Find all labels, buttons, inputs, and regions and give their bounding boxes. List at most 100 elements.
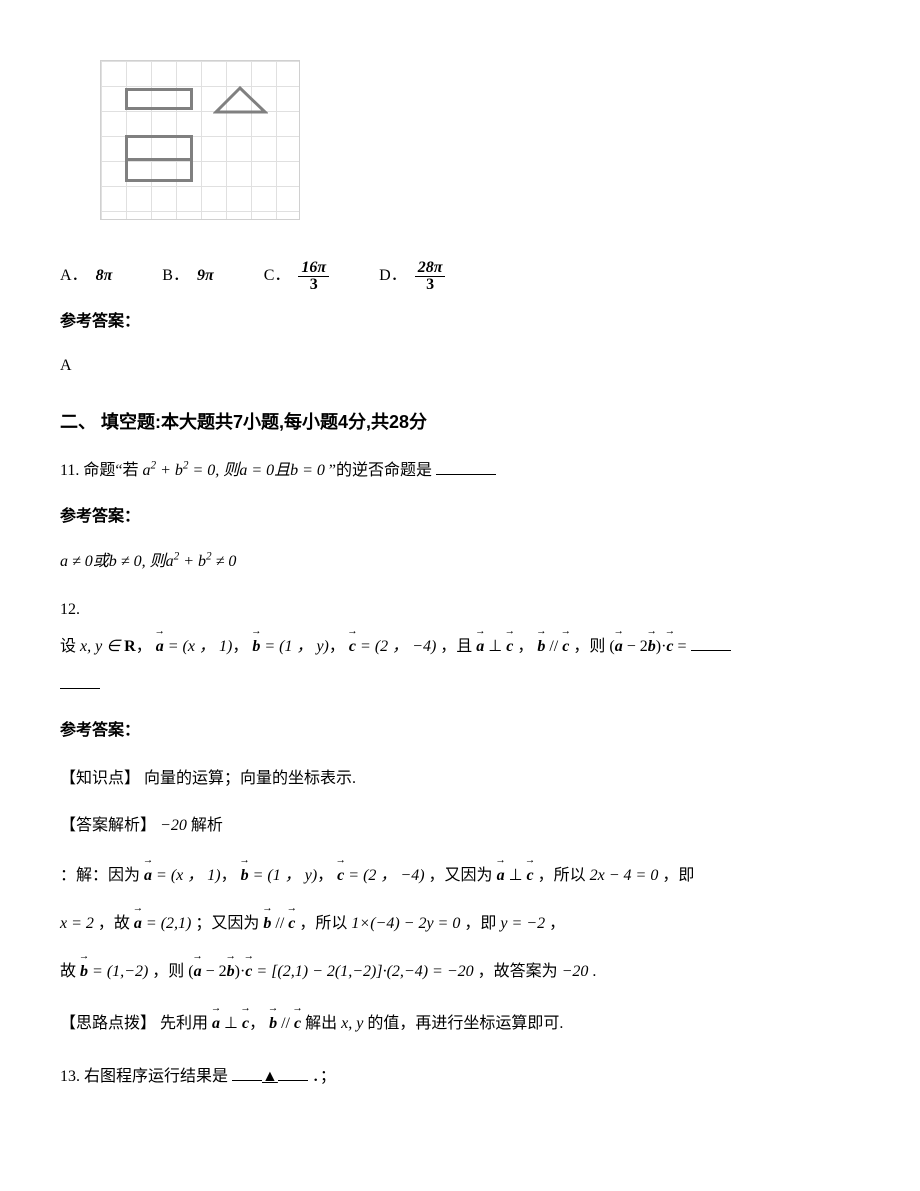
e3-ans-pre: ，故答案为 bbox=[478, 963, 558, 980]
question-13: 13. 右图程序运行结果是 ▲ ．； bbox=[60, 1059, 860, 1094]
q12-answer-analysis: 【答案解析】 −20 解析 bbox=[60, 808, 860, 843]
e3-ze: ，则 bbox=[152, 963, 184, 980]
question-11: 11. 命题“若 a2 + b2 = 0, 则a = 0且b = 0 ”的逆否命… bbox=[60, 453, 860, 488]
explain-line-2: x = 2 ，故 a = (2,1) ；又因为 b // c ，所以 1×(−4… bbox=[60, 904, 860, 944]
q13-num: 13. bbox=[60, 1068, 80, 1085]
hint-end: 的值，再进行坐标运算即可. bbox=[367, 1015, 563, 1032]
q12-explanation: ：解：因为 a = (x ， 1)， b = (1 ， y)， c = (2 ，… bbox=[60, 856, 860, 992]
e2-y: y = −2 bbox=[500, 915, 545, 932]
q12-prefix: 设 bbox=[60, 638, 76, 655]
h-vec-b: b bbox=[269, 1004, 277, 1044]
option-c: C． 16π 3 bbox=[264, 260, 329, 293]
q12-para-suffix: ，则 bbox=[573, 638, 605, 655]
option-c-fraction: 16π 3 bbox=[298, 260, 329, 293]
knowledge-label: 【知识点】 bbox=[60, 770, 140, 787]
e3-final: = [(2,1) − 2(1,−2)]·(2,−4) = −20 bbox=[256, 963, 473, 980]
e3-period: . bbox=[592, 963, 596, 980]
option-c-label: C． bbox=[264, 262, 291, 291]
q12-xy: x, y ∈ R bbox=[80, 638, 136, 655]
answer-value: −20 bbox=[160, 817, 187, 834]
option-b: B． 9π bbox=[162, 262, 213, 291]
e-vec-c: c bbox=[337, 856, 344, 896]
q13-blank-right bbox=[278, 1080, 308, 1081]
e2-vec-c: c bbox=[288, 904, 295, 944]
q13-mark: ▲ bbox=[262, 1059, 278, 1094]
analysis-label: 解析 bbox=[191, 817, 223, 834]
e3-gu: 故 bbox=[60, 963, 76, 980]
question-12: 12. 设 x, y ∈ R， a = (x ， 1)， b = (1 ， y)… bbox=[60, 592, 860, 702]
e2-x: x = 2 bbox=[60, 915, 94, 932]
option-d: D． 28π 3 bbox=[379, 260, 445, 293]
q12-expr-suffix: = bbox=[678, 638, 687, 655]
vec-a3: a bbox=[615, 627, 623, 667]
e-b-eq: = (1 ， y) bbox=[249, 867, 318, 884]
shape-rect-divider bbox=[125, 158, 193, 161]
h-vec-a: a bbox=[212, 1004, 220, 1044]
answer-analysis-label: 【答案解析】 bbox=[60, 817, 156, 834]
q12-blank bbox=[691, 635, 731, 651]
q12-and: ，且 bbox=[440, 638, 472, 655]
e-vec-a2: a bbox=[497, 856, 505, 896]
vec-c3: c bbox=[562, 627, 569, 667]
e3-ans-val: −20 bbox=[562, 963, 589, 980]
e2-gu: ，故 bbox=[98, 915, 130, 932]
option-c-den: 3 bbox=[307, 277, 321, 293]
e-eq2: 1×(−4) − 2y = 0 bbox=[351, 915, 460, 932]
hint-xy: x, y bbox=[341, 1015, 363, 1032]
q13-blank-left bbox=[232, 1080, 262, 1081]
shape-rect-top bbox=[125, 88, 193, 110]
e2-mid: ；又因为 bbox=[195, 915, 259, 932]
option-a: A． 8π bbox=[60, 262, 112, 291]
vec-b: b bbox=[252, 627, 260, 667]
vec-b2: b bbox=[537, 627, 545, 667]
h-vec-c2: c bbox=[294, 1004, 301, 1044]
option-d-label: D． bbox=[379, 262, 407, 291]
q12-c-eq: = (2 ， −4) bbox=[356, 638, 436, 655]
e2-vec-a: a bbox=[134, 904, 142, 944]
e3-vec-c: c bbox=[245, 952, 252, 992]
explain-line-1: ：解：因为 a = (x ， 1)， b = (1 ， y)， c = (2 ，… bbox=[60, 856, 860, 896]
option-d-fraction: 28π 3 bbox=[415, 260, 446, 293]
option-a-value: 8π bbox=[96, 262, 113, 291]
vec-b3: b bbox=[648, 627, 656, 667]
ref-answer-10: A bbox=[60, 352, 860, 381]
ref-answer-label-11: 参考答案： bbox=[60, 503, 860, 532]
e2-vec-b: b bbox=[263, 904, 271, 944]
vec-a: a bbox=[156, 627, 164, 667]
e-c-eq: = (2 ， −4) bbox=[344, 867, 424, 884]
q12-perp-suffix: ， bbox=[517, 638, 533, 655]
q11-formula: a2 + b2 = 0, 则a = 0且b = 0 bbox=[143, 462, 325, 479]
e1-mid: ，又因为 bbox=[429, 867, 493, 884]
ref-answer-11: a ≠ 0或b ≠ 0, 则a2 + b2 ≠ 0 bbox=[60, 547, 860, 577]
q11-suffix: ”的逆否命题是 bbox=[329, 462, 432, 479]
knowledge-text: 向量的运算；向量的坐标表示. bbox=[144, 770, 356, 787]
q12-hint: 【思路点拨】 先利用 a ⊥ c， b // c 解出 x, y 的值，再进行坐… bbox=[60, 1004, 860, 1044]
q12-knowledge: 【知识点】 向量的运算；向量的坐标表示. bbox=[60, 761, 860, 796]
e3-vec-b: b bbox=[80, 952, 88, 992]
q13-text: 右图程序运行结果是 bbox=[84, 1068, 228, 1085]
q11-prefix: 命题“若 bbox=[83, 462, 138, 479]
answer-options: A． 8π B． 9π C． 16π 3 D． 28π 3 bbox=[60, 260, 860, 293]
q12-body: 设 x, y ∈ R， a = (x ， 1)， b = (1 ， y)， c … bbox=[60, 627, 860, 667]
q11-blank bbox=[436, 459, 496, 475]
ref-answer-label-10: 参考答案： bbox=[60, 308, 860, 337]
option-c-num: 16π bbox=[298, 260, 329, 277]
e3-vec-a: a bbox=[194, 952, 202, 992]
option-d-den: 3 bbox=[423, 277, 437, 293]
e3-b-val: = (1,−2) bbox=[88, 963, 148, 980]
option-d-num: 28π bbox=[415, 260, 446, 277]
hint-label: 【思路点拨】 bbox=[60, 1015, 156, 1032]
e-vec-b: b bbox=[241, 856, 249, 896]
option-b-value: 9π bbox=[197, 262, 214, 291]
vec-c4: c bbox=[666, 627, 673, 667]
vec-c2: c bbox=[506, 627, 513, 667]
option-b-label: B． bbox=[162, 262, 189, 291]
vec-a2: a bbox=[476, 627, 484, 667]
explain-line-3: 故 b = (1,−2) ，则 (a − 2b)·c = [(2,1) − 2(… bbox=[60, 952, 860, 992]
e3-vec-b2: b bbox=[227, 952, 235, 992]
hint-pre: 先利用 bbox=[160, 1015, 208, 1032]
hint-mid: 解出 bbox=[305, 1015, 337, 1032]
e1-end: ，所以 bbox=[538, 867, 586, 884]
e-vec-c2: c bbox=[527, 856, 534, 896]
e1-pre: ：解：因为 bbox=[60, 867, 140, 884]
